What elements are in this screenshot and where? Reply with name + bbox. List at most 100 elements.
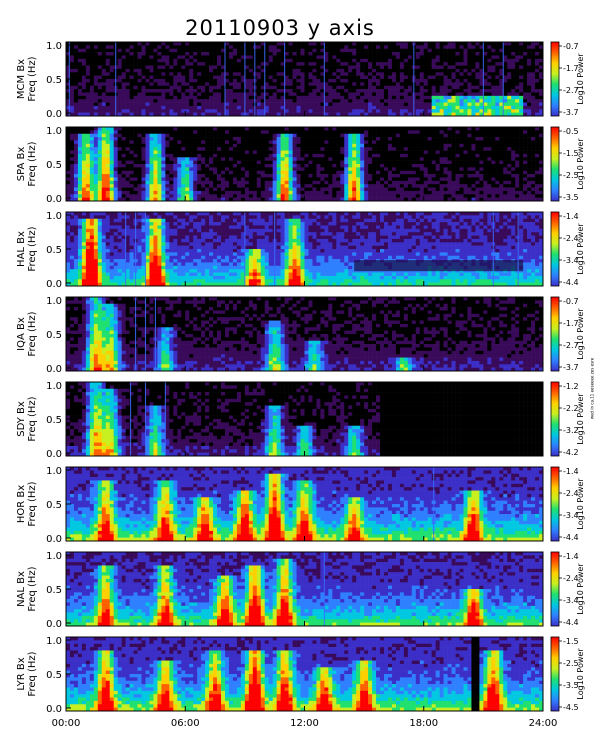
heatmap-cell	[304, 79, 309, 83]
heatmap-cell	[308, 75, 313, 80]
heatmap-cell	[324, 58, 329, 63]
heatmap-cell	[352, 42, 357, 46]
heatmap-cell	[165, 184, 170, 188]
heatmap-cell	[352, 105, 357, 110]
heatmap-cell	[244, 112, 250, 117]
heatmap-cell	[236, 42, 242, 46]
heatmap-cell	[348, 42, 353, 46]
heatmap-cell	[399, 109, 405, 113]
heatmap-cell	[320, 184, 325, 188]
heatmap-cell	[316, 157, 321, 161]
heatmap-cell	[360, 48, 365, 53]
heatmap-cell	[217, 130, 222, 135]
heatmap-cell	[89, 164, 95, 168]
heatmap-cell	[217, 140, 222, 145]
heatmap-cell	[535, 75, 540, 80]
heatmap-cell	[539, 62, 544, 66]
heatmap-cell	[304, 157, 309, 161]
heatmap-cell	[499, 42, 504, 46]
heatmap-cell	[125, 150, 130, 155]
heatmap-cell	[93, 133, 99, 138]
heatmap-cell	[248, 92, 254, 97]
heatmap-cell	[221, 153, 226, 158]
heatmap-cell	[431, 127, 436, 131]
heatmap-cell	[197, 68, 202, 73]
heatmap-cell	[463, 89, 468, 93]
heatmap-cell	[376, 95, 381, 100]
heatmap-cell	[348, 194, 353, 198]
heatmap-cell	[535, 65, 540, 70]
heatmap-cell	[133, 150, 138, 155]
heatmap-cell	[169, 109, 174, 113]
heatmap-cell	[308, 164, 313, 168]
heatmap-cell	[487, 68, 492, 73]
heatmap-cell	[304, 164, 309, 168]
heatmap-cell	[399, 95, 405, 100]
heatmap-cell	[443, 143, 448, 148]
heatmap-cell	[129, 48, 134, 53]
heatmap-cell	[312, 174, 317, 178]
heatmap-cell	[133, 130, 138, 135]
heatmap-cell	[97, 174, 103, 178]
heatmap-cell	[368, 89, 373, 93]
heatmap-cell	[308, 65, 313, 70]
heatmap-cell	[201, 157, 206, 161]
heatmap-cell	[66, 92, 71, 97]
heatmap-cell	[463, 45, 468, 50]
heatmap-cell	[185, 164, 190, 168]
heatmap-cell	[507, 48, 512, 53]
heatmap-cell	[193, 184, 198, 188]
heatmap-cell	[165, 147, 170, 151]
heatmap-cell	[491, 112, 496, 117]
heatmap-cell	[185, 68, 190, 73]
heatmap-cell	[312, 82, 317, 87]
heatmap-cell	[284, 147, 289, 151]
heatmap-cell	[221, 184, 226, 188]
heatmap-cell	[451, 167, 456, 172]
heatmap-cell	[181, 112, 186, 117]
heatmap-cell	[348, 79, 353, 83]
heatmap-cell	[157, 79, 162, 83]
heatmap-cell	[352, 180, 357, 185]
heatmap-cell	[491, 48, 496, 53]
heatmap-cell	[141, 68, 146, 73]
heatmap-cell	[403, 109, 409, 113]
heatmap-cell	[109, 79, 114, 83]
heatmap-cell	[332, 85, 337, 90]
heatmap-cell	[153, 130, 158, 135]
heatmap-cell	[316, 143, 321, 148]
heatmap-cell	[320, 92, 325, 97]
heatmap-cell	[427, 174, 433, 178]
heatmap-cell	[133, 95, 138, 100]
heatmap-cell	[153, 52, 158, 56]
heatmap-cell	[153, 147, 158, 151]
heatmap-cell	[133, 79, 138, 83]
heatmap-cell	[105, 164, 111, 168]
heatmap-cell	[531, 45, 536, 50]
heatmap-cell	[391, 197, 397, 202]
heatmap-cell	[455, 180, 460, 185]
heatmap-cell	[133, 184, 138, 188]
heatmap-cell	[431, 187, 436, 192]
heatmap-cell	[244, 75, 250, 80]
heatmap-cell	[221, 68, 226, 73]
heatmap-cell	[487, 65, 492, 70]
heatmap-cell	[113, 130, 118, 135]
heatmap-cell	[471, 133, 476, 138]
heatmap-cell	[145, 184, 150, 188]
heatmap-cell	[137, 92, 142, 97]
heatmap-cell	[511, 82, 516, 87]
heatmap-cell	[344, 140, 349, 145]
heatmap-cell	[221, 177, 226, 182]
heatmap-cell	[117, 82, 122, 87]
heatmap-cell	[423, 133, 429, 138]
heatmap-cell	[407, 184, 413, 188]
heatmap-cell	[81, 127, 87, 131]
heatmap-cell	[455, 85, 460, 90]
heatmap-cell	[435, 65, 440, 70]
heatmap-cell	[336, 127, 341, 131]
heatmap-cell	[292, 153, 297, 158]
heatmap-cell	[360, 79, 365, 83]
heatmap-cell	[217, 153, 222, 158]
